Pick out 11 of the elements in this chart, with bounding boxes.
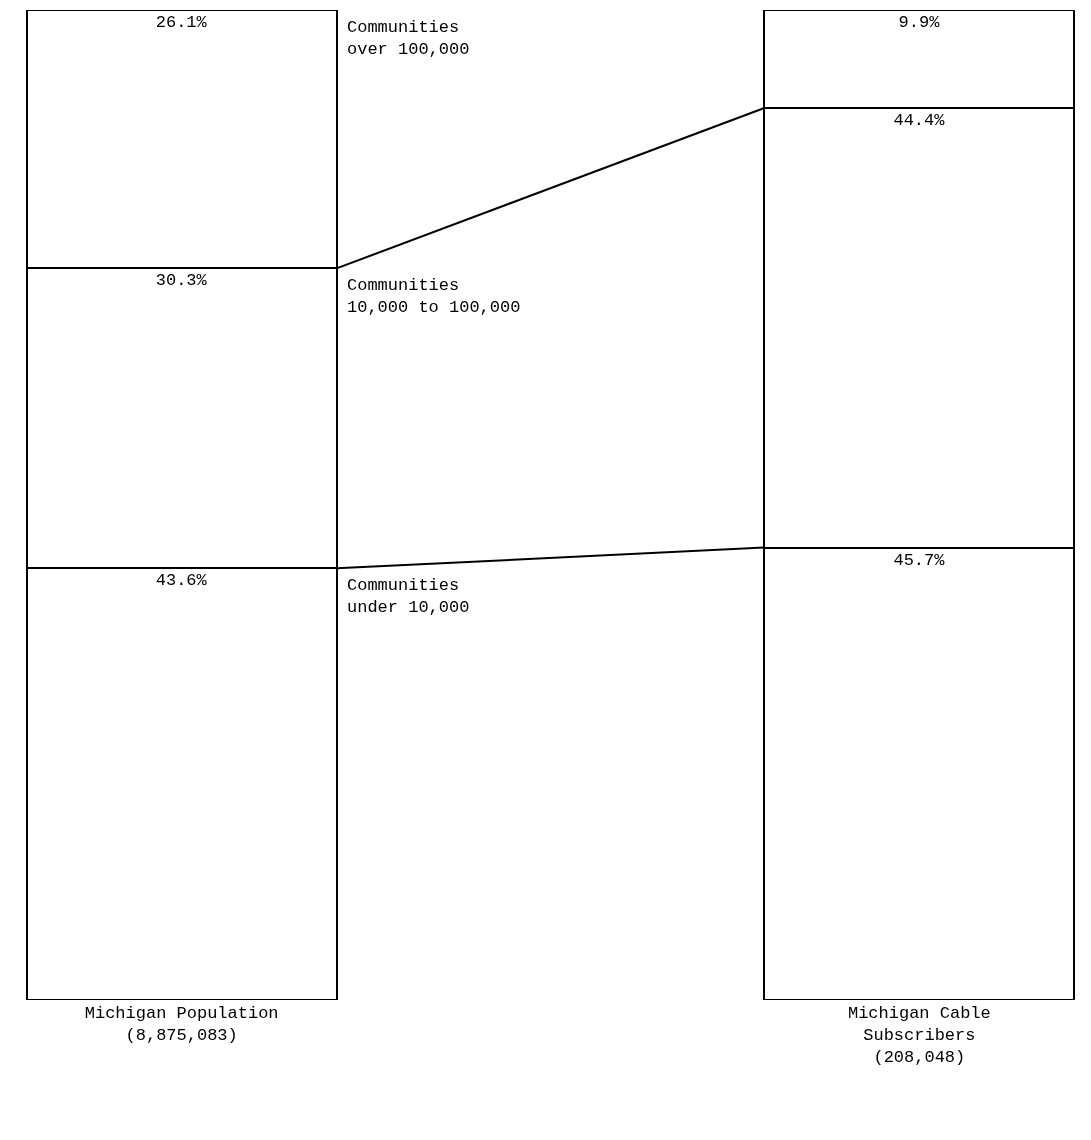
data-label: 43.6% xyxy=(155,571,208,591)
data-label: 9.9% xyxy=(898,13,941,32)
data-label: 44.4% xyxy=(893,111,946,131)
data-label: 26.1% xyxy=(155,13,208,32)
series-label: Communities 10,000 to 100,000 xyxy=(347,276,521,318)
data-label: 45.7% xyxy=(893,550,946,570)
series-label: Communities under 10,000 xyxy=(347,576,470,618)
x-tick-label: Michigan Population (8,875,083) xyxy=(84,1004,279,1046)
data-label: 30.3% xyxy=(155,271,208,291)
series-label: Communities over 100,000 xyxy=(347,18,470,60)
x-tick-label: Michigan Cable Subscribers (208,048) xyxy=(847,1004,991,1068)
